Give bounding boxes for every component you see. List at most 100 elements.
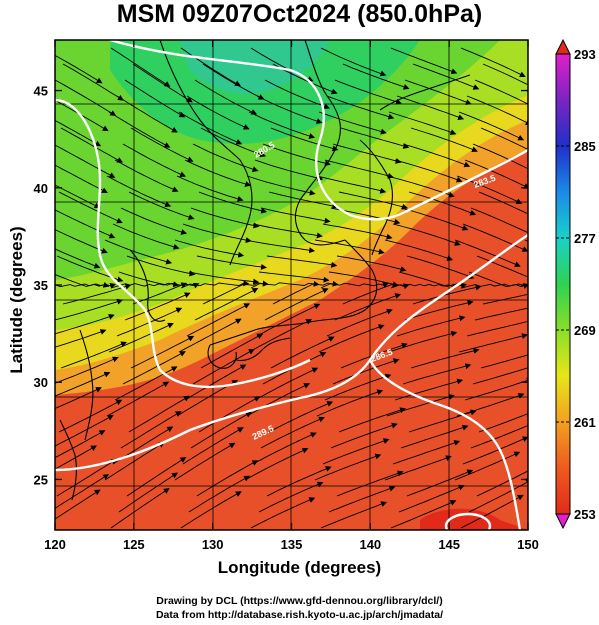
streamline — [55, 371, 111, 397]
streamline — [322, 438, 390, 465]
streamline — [55, 329, 107, 348]
streamline — [252, 432, 317, 465]
streamline — [394, 159, 463, 183]
colorbar-tick-label: 253 — [574, 507, 596, 522]
streamline — [480, 127, 528, 151]
coast-korea-west — [159, 40, 253, 266]
coast-kyushu — [207, 344, 237, 369]
streamline — [458, 333, 528, 353]
y-tick-label: 45 — [34, 84, 48, 99]
streamline — [270, 336, 335, 369]
streamline — [406, 255, 475, 280]
streamline — [390, 283, 459, 290]
streamline — [182, 223, 252, 244]
streamline — [468, 479, 528, 513]
streamline — [122, 351, 186, 385]
streamline — [384, 239, 454, 261]
streamline — [55, 54, 103, 84]
y-tick-label: 25 — [34, 472, 48, 487]
streamline — [464, 159, 528, 189]
streamline — [188, 475, 251, 513]
streamline — [476, 255, 528, 278]
x-tick-label: 125 — [123, 537, 145, 552]
x-tick-label: 150 — [517, 537, 539, 552]
streamline — [392, 440, 461, 465]
streamline — [342, 63, 410, 90]
streamline — [460, 47, 526, 77]
streamline — [106, 175, 172, 208]
streamline — [316, 175, 387, 194]
plot-area: 280.5 283.5 286.5 289.5 — [55, 40, 599, 530]
streamline — [384, 455, 452, 481]
streamline — [60, 341, 128, 369]
streamline — [116, 95, 178, 133]
streamline — [260, 416, 325, 449]
y-tick-label: 35 — [34, 278, 48, 293]
streamline — [326, 95, 395, 120]
streamline — [342, 283, 410, 305]
streamline — [456, 392, 525, 417]
colorbar-tick-label: 269 — [574, 323, 596, 338]
contour-283-5-north — [109, 40, 406, 221]
streamline — [480, 354, 528, 369]
y-tick-label: 40 — [34, 181, 48, 196]
x-tick-label: 140 — [359, 537, 381, 552]
coast-sakhalin-hokkaido — [359, 139, 394, 256]
streamline — [178, 111, 243, 145]
streamline — [178, 318, 242, 353]
streamline — [110, 281, 180, 289]
streamline — [404, 79, 472, 105]
streamline — [272, 280, 339, 305]
streamline — [336, 470, 404, 497]
streamline — [114, 159, 179, 192]
credit-drawing: Drawing by DCL (https://www.gfd-dennou.o… — [156, 595, 443, 607]
streamline — [266, 466, 332, 497]
streamline — [398, 484, 465, 513]
streamline — [472, 143, 528, 170]
x-tick-label: 135 — [281, 537, 303, 552]
streamline — [454, 451, 521, 481]
streamline — [458, 111, 525, 141]
streamline — [55, 248, 101, 269]
coast-kuril — [379, 74, 471, 111]
streamline — [466, 95, 528, 126]
streamline — [482, 293, 528, 305]
streamline — [326, 308, 393, 337]
streamline — [55, 298, 124, 321]
streamline — [55, 119, 102, 147]
streamline — [332, 143, 402, 164]
streamline — [470, 424, 528, 449]
streamline — [410, 348, 480, 369]
streamline — [330, 422, 398, 449]
streamline — [396, 95, 465, 120]
streamline — [186, 95, 250, 130]
streamline — [55, 184, 101, 209]
colorbar-bottom-arrow — [555, 513, 571, 530]
streamline — [328, 485, 396, 513]
streamline — [112, 223, 180, 250]
x-axis-ticks: 120 125 130 135 140 145 150 — [44, 40, 539, 552]
streamline — [318, 111, 387, 135]
streamline — [128, 395, 190, 433]
streamline — [55, 281, 110, 288]
y-axis-ticks: 25 30 35 40 45 — [34, 84, 528, 487]
streamline — [122, 143, 187, 177]
streamline — [104, 239, 173, 265]
streamline — [244, 447, 309, 481]
streamline — [180, 491, 242, 529]
streamline — [114, 366, 178, 401]
y-axis-label-wrap: Latitude (degrees) — [7, 226, 26, 373]
streamline — [474, 307, 528, 321]
streamline — [388, 111, 457, 136]
streamline — [476, 470, 528, 497]
streamline — [543, 358, 599, 384]
streamline — [202, 63, 265, 100]
coast-taiwan — [59, 419, 77, 501]
streamline — [262, 143, 331, 167]
streamline — [130, 127, 194, 162]
streamline — [547, 256, 599, 281]
coastlines — [59, 40, 471, 501]
streamline — [460, 494, 524, 529]
streamline — [254, 367, 319, 401]
contour-289-5 — [368, 359, 522, 530]
